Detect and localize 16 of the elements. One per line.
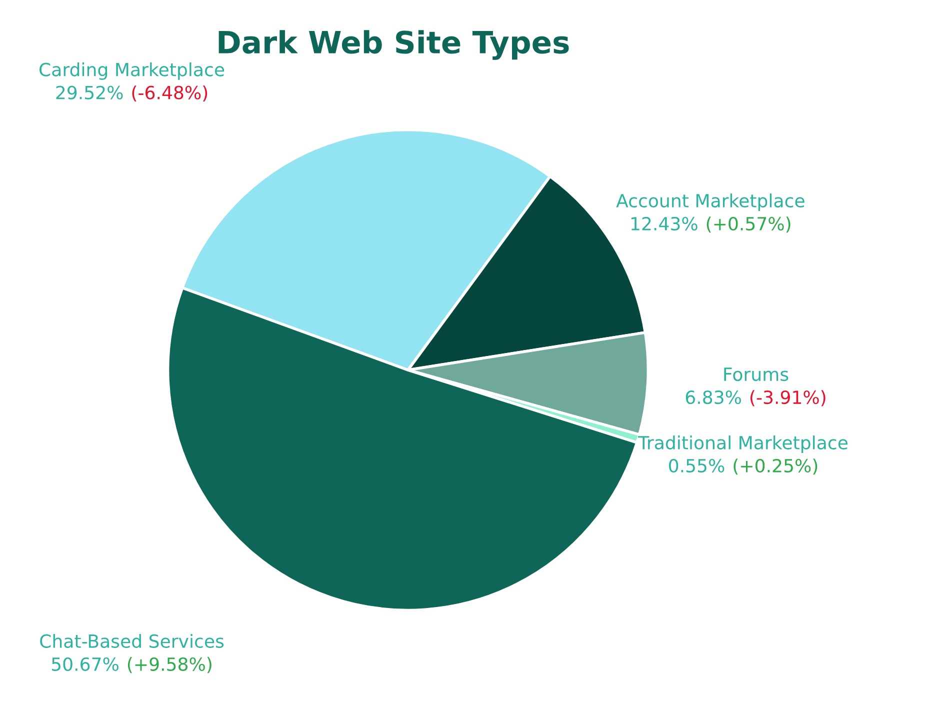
slice-label: Account Marketplace xyxy=(616,194,804,211)
data-label: 50.67% xyxy=(52,657,118,671)
slice-label: Chat-Based Services xyxy=(40,634,224,648)
text: (-3.91%) xyxy=(750,390,826,406)
slice-label: Carding Marketplace xyxy=(40,62,224,80)
text: (+0.57%) xyxy=(706,216,790,233)
text: (-6.48%) xyxy=(132,85,208,102)
slice-label: Traditional Marketplace xyxy=(638,436,848,453)
data-label: 29.52% xyxy=(56,86,123,100)
text: (+0.25%) xyxy=(734,458,818,475)
data-label: 0.55% xyxy=(669,458,724,473)
data-label: 12.43% xyxy=(631,216,698,231)
chart-title: Dark Web Site Types xyxy=(218,30,569,60)
data-label: 6.83% xyxy=(686,390,741,404)
text: (+9.58%) xyxy=(128,657,212,674)
slice-label: Forums xyxy=(724,368,788,382)
